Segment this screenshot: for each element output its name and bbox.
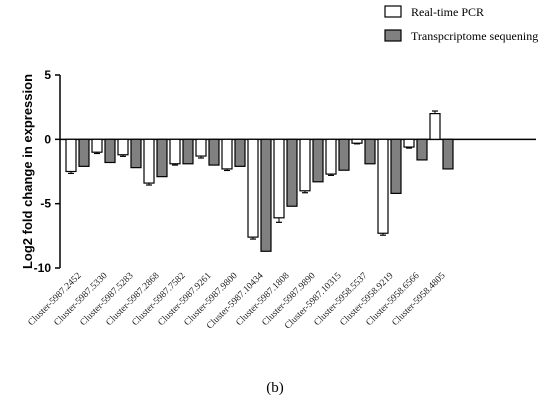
bar-transcriptome-seq bbox=[338, 138, 350, 171]
bar-realtime-pcr bbox=[91, 138, 103, 153]
bar-realtime-pcr bbox=[325, 138, 337, 175]
bar-realtime-pcr bbox=[351, 138, 363, 144]
bar-transcriptome-seq bbox=[260, 138, 272, 252]
bar-realtime-pcr bbox=[169, 138, 181, 165]
bar-realtime-pcr bbox=[143, 138, 155, 184]
bar-transcriptome-seq bbox=[104, 138, 116, 164]
bar-realtime-pcr bbox=[299, 138, 311, 192]
bar-transcriptome-seq bbox=[416, 138, 428, 161]
bar-transcriptome-seq bbox=[312, 138, 324, 183]
legend-swatch-realtime-pcr bbox=[384, 5, 402, 18]
panel-label: (b) bbox=[266, 380, 284, 396]
bar-realtime-pcr bbox=[429, 112, 441, 140]
legend-label-realtime-pcr: Real-time PCR bbox=[411, 5, 484, 19]
y-tick-label: 5 bbox=[44, 68, 51, 82]
bar-transcriptome-seq bbox=[130, 138, 142, 169]
y-tick-label: -10 bbox=[34, 261, 52, 275]
bar-realtime-pcr bbox=[247, 138, 259, 238]
bar-transcriptome-seq bbox=[390, 138, 402, 194]
y-tick-label: -5 bbox=[40, 197, 51, 211]
bar-transcriptome-seq bbox=[156, 138, 168, 178]
bar-transcriptome-seq bbox=[442, 138, 454, 170]
y-axis-title: Log2 fold change in expression bbox=[20, 74, 35, 269]
legend-swatch-transcriptome-seq bbox=[384, 29, 402, 42]
y-tick-label: 0 bbox=[44, 132, 51, 146]
legend-label-transcriptome-seq: Transpcriptome sequening bbox=[411, 29, 538, 43]
bar-realtime-pcr bbox=[377, 138, 389, 234]
bar-realtime-pcr bbox=[65, 138, 77, 173]
bar-realtime-pcr bbox=[273, 138, 285, 219]
bar-realtime-pcr bbox=[403, 138, 415, 148]
bar-transcriptome-seq bbox=[208, 138, 220, 166]
bar-transcriptome-seq bbox=[234, 138, 246, 167]
bar-realtime-pcr bbox=[221, 138, 233, 170]
bar-transcriptome-seq bbox=[78, 138, 90, 167]
bar-transcriptome-seq bbox=[182, 138, 194, 165]
bar-transcriptome-seq bbox=[286, 138, 298, 207]
bar-realtime-pcr bbox=[117, 138, 129, 156]
bar-transcriptome-seq bbox=[364, 138, 376, 165]
bar-realtime-pcr bbox=[195, 138, 207, 157]
